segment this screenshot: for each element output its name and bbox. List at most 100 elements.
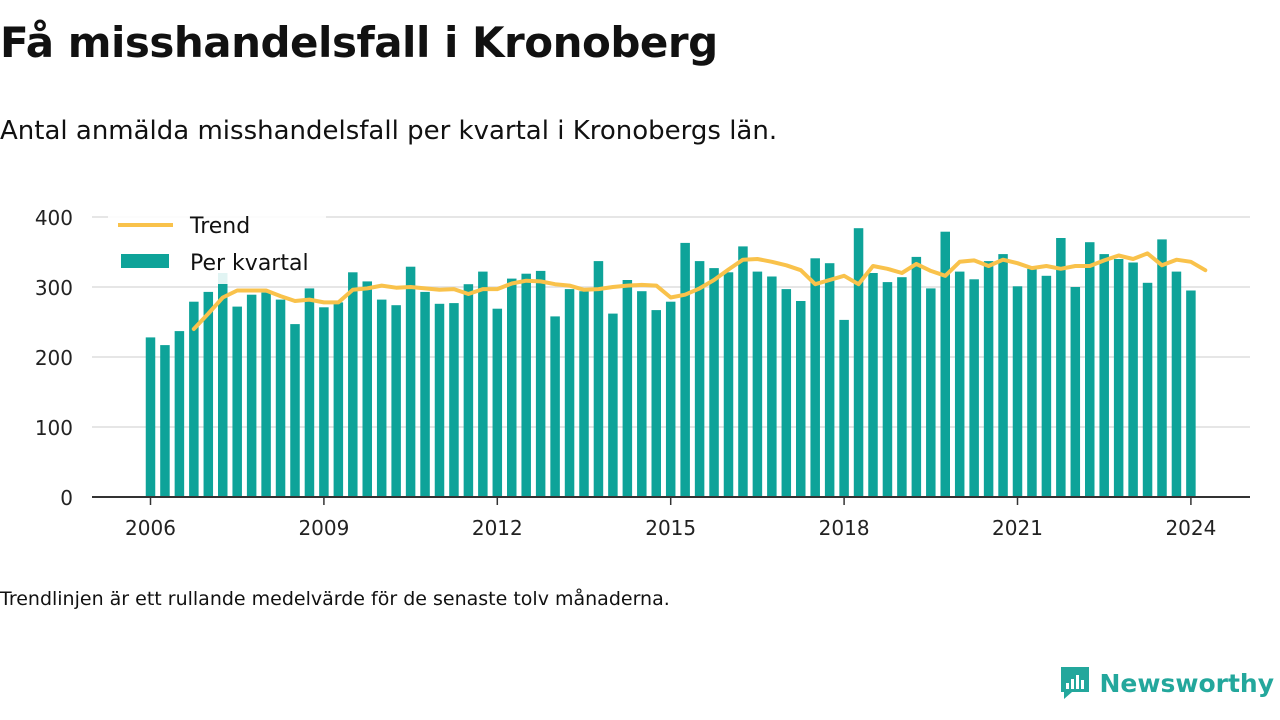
chart-subtitle: Antal anmälda misshandelsfall per kvarta… (0, 116, 778, 146)
x-tick-label: 2015 (645, 516, 696, 540)
x-tick-label: 2012 (472, 516, 523, 540)
bar (261, 292, 271, 497)
brand: Newsworthy (1058, 664, 1275, 702)
bar (232, 306, 242, 497)
chart-title: Få misshandelsfall i Kronoberg (0, 18, 718, 67)
bar (492, 308, 503, 497)
bar (839, 319, 849, 497)
bar (1085, 242, 1095, 497)
bar (723, 272, 734, 497)
bar (1070, 287, 1081, 497)
bar (290, 324, 300, 497)
bar (174, 331, 185, 497)
bar-series (145, 228, 1196, 497)
y-axis-ticks: 0 100 200 300 400 (35, 206, 73, 510)
bar (1012, 286, 1023, 497)
x-tick-label: 2009 (298, 516, 349, 540)
bar (145, 337, 156, 497)
bar (853, 228, 864, 497)
bar (275, 299, 286, 497)
bar (434, 303, 445, 497)
bar (796, 301, 806, 497)
bar (680, 242, 690, 497)
bar (391, 305, 401, 497)
bar (651, 310, 661, 497)
bar (203, 291, 214, 497)
bar (449, 303, 459, 497)
bar (1128, 262, 1138, 497)
bar (246, 294, 257, 497)
bar (926, 288, 936, 497)
bar (420, 291, 430, 497)
bar (752, 271, 763, 497)
legend-bar-label: Per kvartal (190, 251, 309, 276)
bar (593, 261, 604, 497)
bar (405, 266, 416, 497)
bar (376, 299, 387, 497)
trend-line (191, 251, 1208, 331)
bar (478, 271, 488, 497)
y-tick-label: 200 (35, 346, 73, 370)
bar (550, 316, 560, 497)
brand-name: Newsworthy (1099, 668, 1275, 698)
x-tick-label: 2024 (1165, 516, 1216, 540)
bar (868, 273, 878, 497)
bar (694, 261, 705, 497)
bar (940, 231, 950, 497)
bar (1056, 238, 1066, 497)
bar (463, 284, 474, 497)
bar (1041, 275, 1052, 497)
bar (608, 313, 618, 497)
bar (767, 276, 777, 497)
bar (781, 289, 792, 497)
bar (969, 279, 979, 497)
bar (954, 271, 965, 497)
bar (1142, 282, 1153, 497)
y-tick-label: 400 (35, 206, 73, 230)
bar (160, 345, 170, 497)
bar (1027, 268, 1037, 497)
y-tick-label: 0 (60, 486, 73, 510)
legend: Trend Per kvartal (108, 204, 326, 284)
bar (564, 289, 575, 497)
bar (897, 277, 907, 497)
bar (1099, 254, 1109, 497)
bar (348, 272, 358, 497)
bar (998, 254, 1008, 497)
bar (535, 270, 546, 497)
newsworthy-logo-icon (1060, 667, 1089, 699)
bar (521, 273, 531, 497)
y-tick-label: 100 (35, 416, 73, 440)
x-tick-label: 2018 (819, 516, 870, 540)
y-tick-label: 300 (35, 276, 73, 300)
bar (1171, 271, 1182, 497)
legend-bar-swatch (121, 254, 169, 268)
bar (709, 268, 719, 497)
bar (189, 301, 199, 497)
bar (738, 246, 748, 497)
bar (218, 273, 228, 497)
x-axis-ticks: 2006 2009 2012 2015 2018 2021 2024 (125, 497, 1216, 540)
bar (319, 307, 329, 497)
x-tick-label: 2021 (992, 516, 1043, 540)
bar (983, 261, 994, 497)
bar (637, 291, 647, 497)
bar (579, 291, 589, 497)
legend-background (108, 204, 326, 284)
bar (665, 301, 676, 497)
bar (1157, 239, 1167, 497)
x-tick-label: 2006 (125, 516, 176, 540)
bar (810, 258, 820, 497)
bar (1186, 290, 1196, 497)
footnote: Trendlinjen är ett rullande medelvärde f… (0, 588, 670, 610)
legend-trend-label: Trend (189, 214, 250, 239)
trend-series (191, 251, 1208, 331)
bar (1113, 259, 1124, 497)
bar (333, 302, 344, 497)
bar (622, 280, 633, 497)
bar (911, 256, 922, 497)
bar (362, 281, 372, 497)
bar (507, 278, 517, 497)
bar (824, 263, 835, 497)
